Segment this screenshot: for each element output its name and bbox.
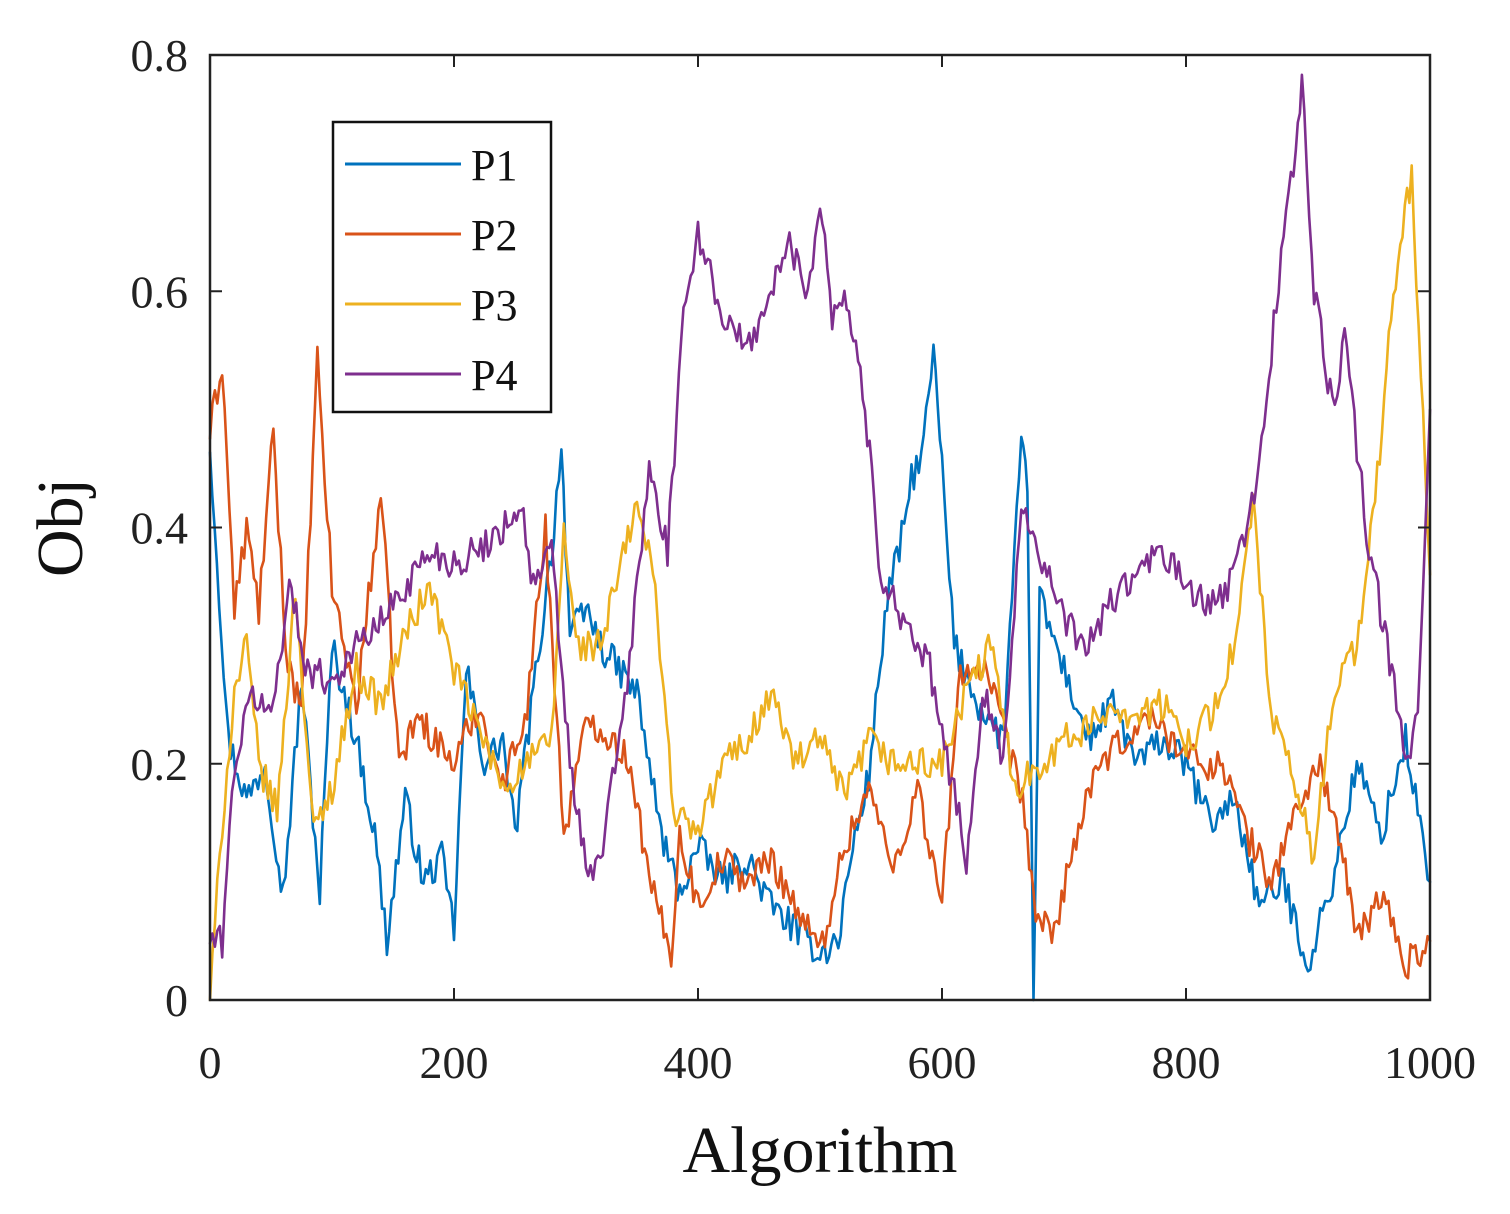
x-tick-label: 400: [664, 1037, 733, 1088]
legend-label-p2: P2: [471, 211, 517, 260]
x-axis-title: Algorithm: [683, 1114, 958, 1187]
series-line-p3: [208, 164, 1432, 1002]
x-tick-label: 800: [1152, 1037, 1221, 1088]
x-tick-label: 0: [199, 1037, 222, 1088]
x-axis-ticks: 0 200 400 600 800 1000: [199, 55, 1476, 1088]
series-line-p2: [208, 345, 1432, 980]
legend: P1 P2 P3 P4: [331, 120, 553, 414]
y-axis-ticks: 0 0.2 0.4 0.6 0.8: [131, 30, 1430, 1026]
y-tick-label: 0.6: [131, 266, 189, 317]
y-tick-label: 0.8: [131, 30, 189, 81]
y-tick-label: 0.4: [131, 503, 189, 554]
x-tick-label: 200: [420, 1037, 489, 1088]
series-line-p1: [208, 343, 1432, 1002]
series-layer: [208, 73, 1432, 1002]
y-axis-title: Obj: [24, 478, 97, 577]
legend-box: [331, 120, 553, 414]
x-tick-label: 600: [908, 1037, 977, 1088]
y-tick-label: 0.2: [131, 739, 189, 790]
x-tick-label: 1000: [1384, 1037, 1476, 1088]
legend-label-p4: P4: [471, 351, 517, 400]
y-tick-label: 0: [165, 975, 188, 1026]
legend-label-p3: P3: [471, 281, 517, 330]
series-line-p4: [208, 73, 1432, 959]
legend-label-p1: P1: [471, 141, 517, 190]
